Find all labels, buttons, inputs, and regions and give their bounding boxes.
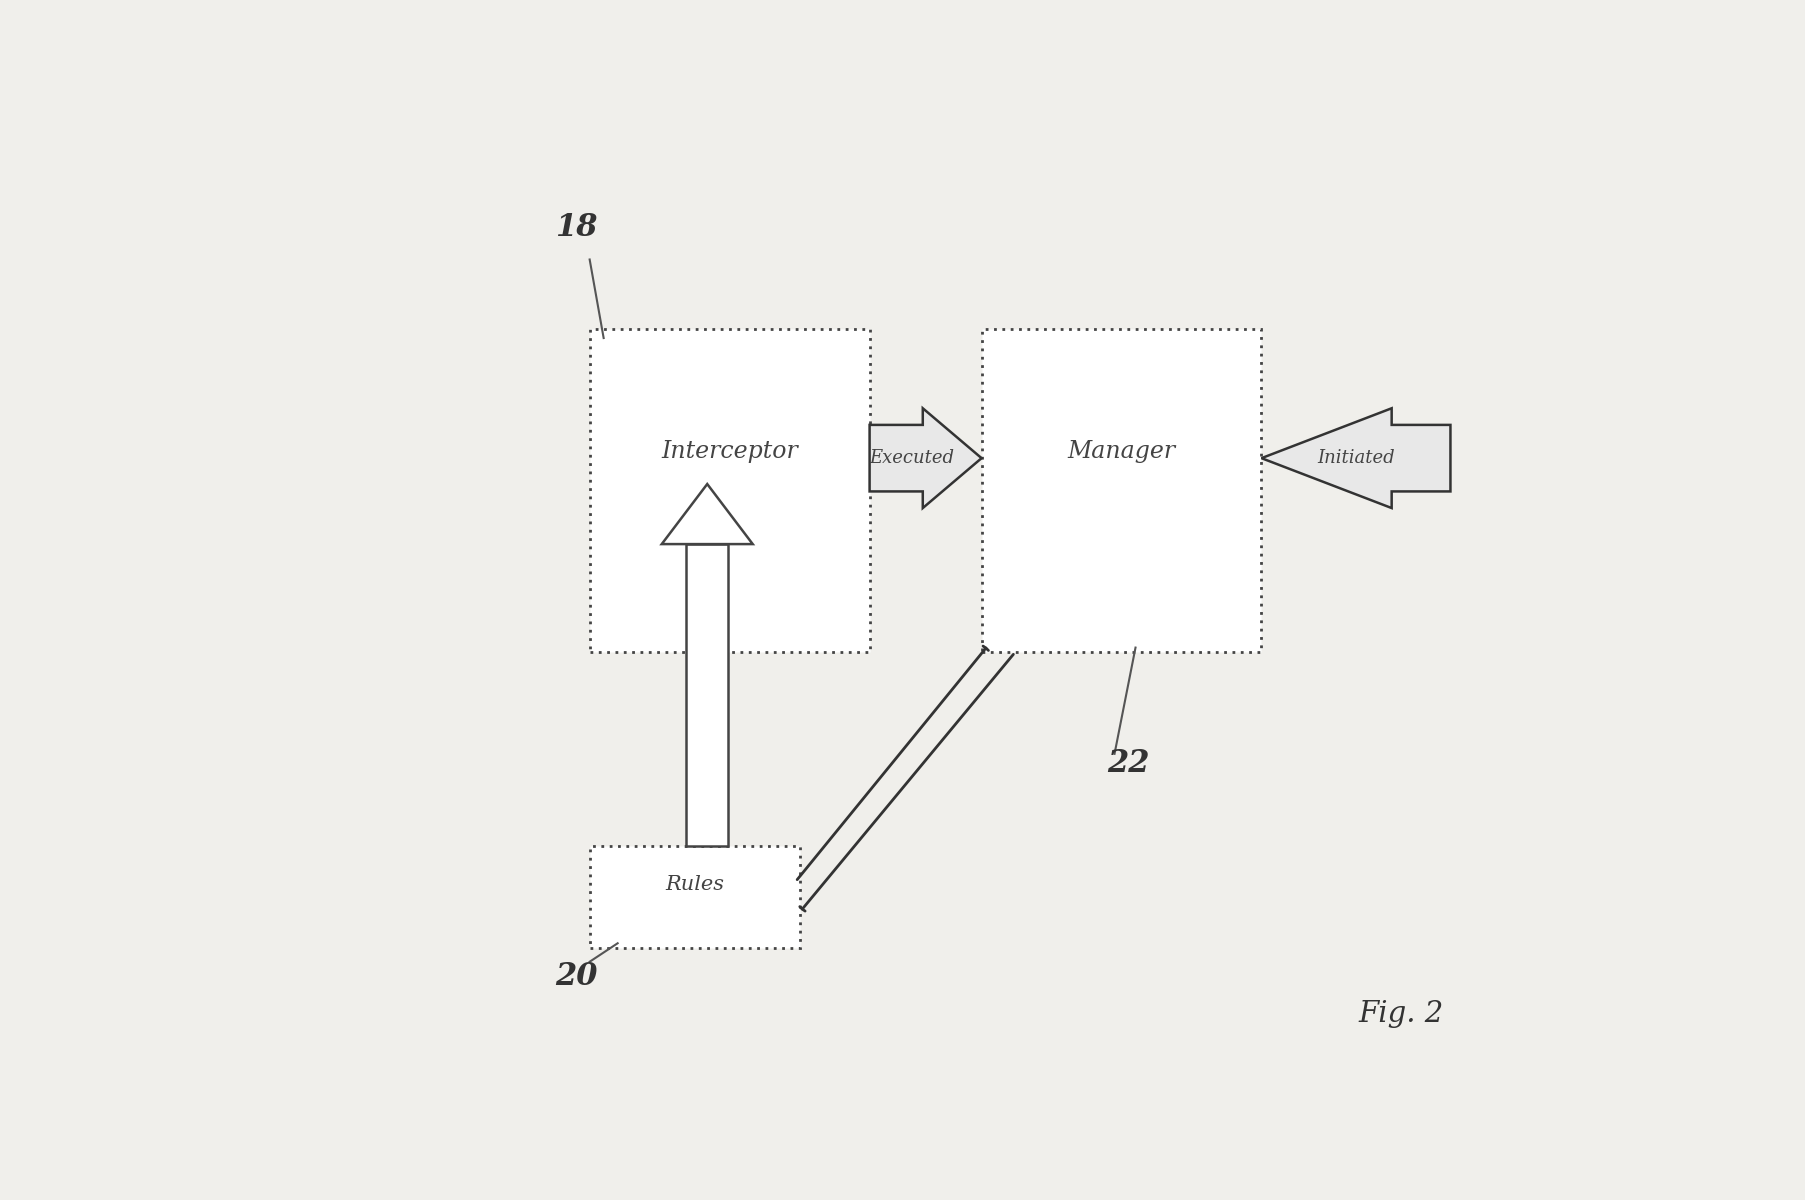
Text: Executed: Executed: [868, 449, 953, 467]
Text: Rules: Rules: [664, 875, 724, 894]
Polygon shape: [1262, 408, 1449, 508]
Text: Fig. 2: Fig. 2: [1357, 1000, 1444, 1027]
Polygon shape: [870, 408, 982, 508]
Text: Interceptor: Interceptor: [661, 440, 798, 463]
Bar: [982, 329, 1260, 653]
Text: Manager: Manager: [1067, 440, 1175, 463]
Polygon shape: [661, 484, 753, 544]
Text: 22: 22: [1106, 749, 1150, 779]
Bar: [590, 329, 870, 653]
Text: Initiated: Initiated: [1316, 449, 1393, 467]
Text: 18: 18: [554, 212, 597, 244]
Text: 20: 20: [554, 961, 597, 992]
Bar: [686, 544, 727, 846]
Bar: [590, 846, 800, 948]
